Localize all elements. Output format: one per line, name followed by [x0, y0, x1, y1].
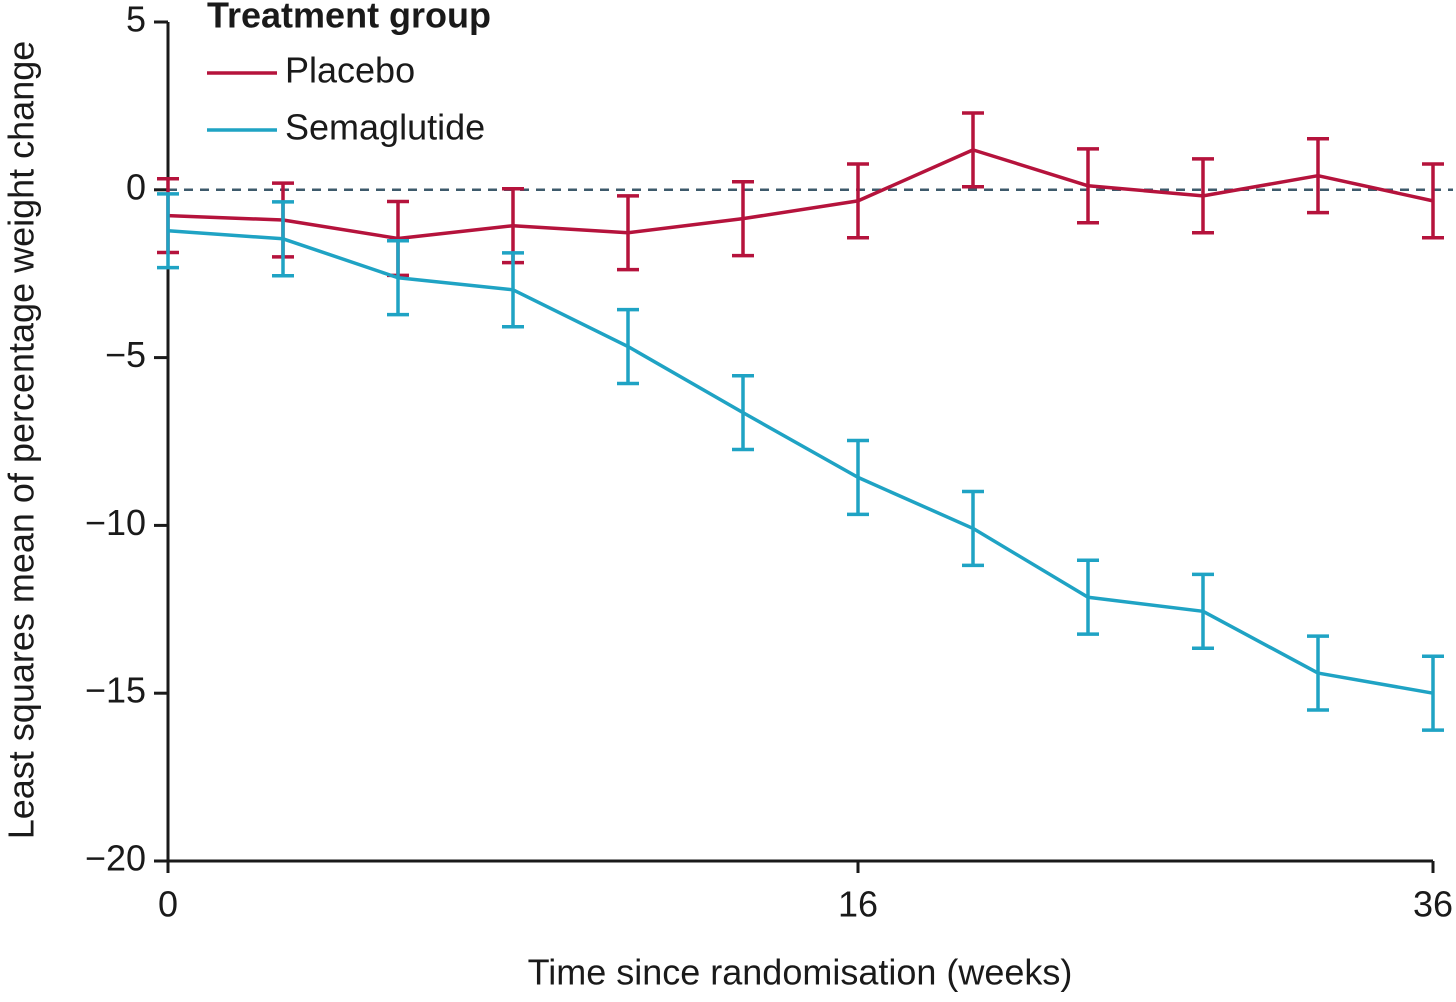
- legend-label: Semaglutide: [285, 107, 485, 148]
- error-bar: [1077, 558, 1099, 636]
- y-axis-title: Least squares mean of percentage weight …: [1, 41, 42, 840]
- error-bar: [157, 192, 179, 270]
- error-bar: [1422, 654, 1444, 732]
- error-bar: [617, 194, 639, 272]
- y-tick-label: −5: [105, 334, 146, 375]
- error-bar: [1077, 147, 1099, 225]
- error-bar: [1192, 157, 1214, 235]
- error-bar: [732, 373, 754, 452]
- y-tick-label: −20: [85, 838, 146, 879]
- legend-label: Placebo: [285, 50, 415, 91]
- x-tick-label: 36: [1413, 884, 1453, 925]
- error-bar: [502, 251, 524, 329]
- error-bar: [732, 179, 754, 258]
- error-bar: [617, 307, 639, 386]
- x-tick-label: 16: [838, 884, 878, 925]
- y-tick-label: 5: [126, 0, 146, 40]
- error-bar: [1307, 137, 1329, 215]
- x-tick-label: 0: [158, 884, 178, 925]
- series-line: [167, 228, 1434, 695]
- y-tick-label: −15: [85, 670, 146, 711]
- y-tick-label: −10: [85, 502, 146, 543]
- error-bar: [962, 489, 984, 568]
- legend-title: Treatment group: [207, 0, 491, 36]
- error-bar: [387, 239, 409, 317]
- y-tick-label: 0: [126, 166, 146, 207]
- series-line: [167, 148, 1434, 241]
- error-bar: [1307, 634, 1329, 712]
- error-bar: [1422, 162, 1444, 240]
- error-bar: [962, 111, 984, 189]
- error-bar: [847, 438, 869, 517]
- error-bar: [847, 162, 869, 240]
- error-bar: [272, 200, 294, 278]
- x-axis-title: Time since randomisation (weeks): [528, 952, 1073, 993]
- error-bar: [1192, 572, 1214, 650]
